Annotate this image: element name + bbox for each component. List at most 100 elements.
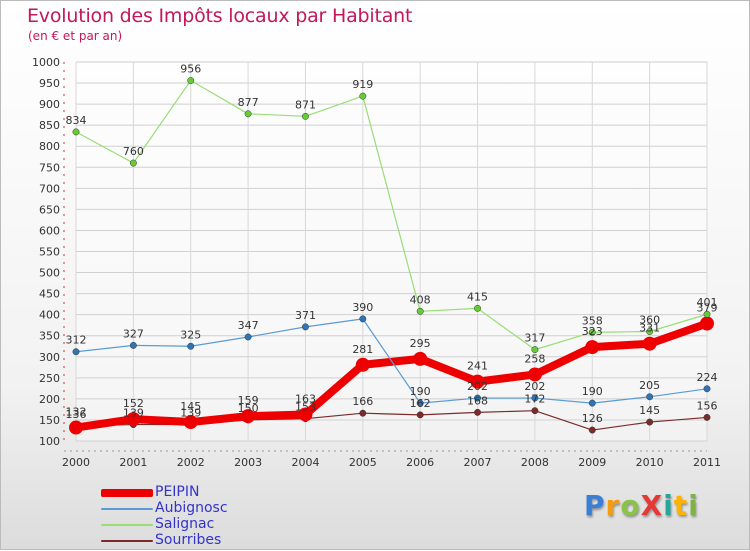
data-label-aubignosc: 190	[582, 385, 603, 398]
y-tick-label: 300	[39, 351, 60, 364]
series-salignac	[72, 77, 711, 354]
legend-label-sourribes: Sourribes	[155, 532, 222, 548]
data-label-peipin: 258	[524, 352, 545, 365]
x-tick-label: 2001	[119, 456, 147, 469]
logo-letter: o	[620, 489, 641, 522]
data-label-peipin: 331	[639, 322, 660, 335]
chart-subtitle: (en € et par an)	[28, 29, 123, 43]
data-point-salignac	[531, 346, 539, 354]
data-label-peipin: 145	[180, 400, 201, 413]
data-label-peipin: 295	[410, 337, 431, 350]
data-point-peipin	[298, 407, 313, 422]
data-label-peipin: 281	[352, 343, 373, 356]
data-point-aubignosc	[703, 385, 711, 393]
data-label-peipin: 163	[295, 392, 316, 405]
legend-swatch-sourribes	[101, 540, 153, 542]
data-label-aubignosc: 312	[66, 334, 87, 347]
y-tick-label: 1000	[32, 56, 60, 69]
data-label-salignac: 358	[582, 314, 603, 327]
data-point-peipin	[183, 415, 198, 430]
data-point-aubignosc	[244, 333, 252, 341]
y-tick-label: 850	[39, 119, 60, 132]
y-tick-label: 750	[39, 161, 60, 174]
y-tick-label: 650	[39, 203, 60, 216]
data-label-aubignosc: 190	[410, 385, 431, 398]
data-label-sourribes: 172	[524, 393, 545, 406]
data-label-salignac: 871	[295, 98, 316, 111]
data-label-aubignosc: 202	[524, 380, 545, 393]
data-label-sourribes: 126	[582, 412, 603, 425]
y-tick-label: 550	[39, 246, 60, 259]
data-point-peipin	[355, 357, 370, 372]
logo-letter: i	[663, 489, 674, 522]
data-label-peipin: 241	[467, 360, 488, 373]
data-label-sourribes: 156	[697, 399, 718, 412]
data-label-sourribes: 162	[410, 397, 431, 410]
data-point-peipin	[69, 420, 83, 435]
data-point-salignac	[302, 112, 309, 120]
data-label-salignac: 956	[180, 63, 201, 76]
data-point-aubignosc	[302, 323, 309, 331]
logo-letter: X	[640, 489, 664, 522]
data-label-salignac: 360	[639, 314, 660, 327]
y-tick-label: 600	[39, 224, 60, 237]
series-line-aubignosc	[75, 318, 708, 404]
data-point-sourribes	[359, 409, 367, 417]
data-point-salignac	[72, 128, 80, 136]
data-label-aubignosc: 327	[123, 327, 144, 340]
data-label-sourribes: 139	[123, 407, 144, 420]
data-label-sourribes: 136	[66, 408, 87, 421]
x-tick-label: 2007	[464, 456, 492, 469]
data-label-peipin: 159	[238, 394, 259, 407]
x-tick-label: 2009	[578, 456, 606, 469]
data-label-peipin: 379	[697, 302, 718, 315]
y-tick-label: 700	[39, 182, 60, 195]
data-point-aubignosc	[531, 394, 539, 402]
data-point-aubignosc	[474, 394, 481, 402]
x-tick-label: 2000	[62, 456, 90, 469]
data-point-sourribes	[588, 426, 596, 434]
x-tick-label: 2011	[693, 456, 721, 469]
y-tick-label: 100	[39, 435, 60, 448]
data-label-peipin: 152	[123, 397, 144, 410]
legend-label-salignac: Salignac	[155, 516, 215, 532]
logo-letter: i	[688, 489, 699, 522]
data-label-sourribes: 150	[238, 402, 259, 415]
logo-letter: P	[584, 489, 606, 522]
data-label-aubignosc: 205	[639, 379, 660, 392]
data-point-salignac	[474, 304, 481, 312]
data-point-salignac	[588, 328, 596, 336]
x-tick-label: 2004	[291, 456, 319, 469]
legend-label-peipin: PEIPIN	[155, 484, 200, 500]
legend-swatch-peipin	[101, 489, 153, 497]
data-point-aubignosc	[416, 399, 424, 407]
logo-letter: t	[673, 489, 689, 522]
y-tick-label: 950	[39, 77, 60, 90]
data-point-sourribes	[703, 413, 711, 421]
data-label-salignac: 760	[123, 145, 144, 158]
series-line-salignac	[75, 79, 708, 351]
data-label-salignac: 401	[697, 296, 718, 309]
proxiti-logo: ProXiti	[584, 489, 699, 522]
data-label-aubignosc: 347	[238, 319, 259, 332]
data-label-aubignosc: 202	[467, 380, 488, 393]
data-label-peipin: 132	[66, 406, 87, 419]
y-tick-label: 500	[39, 267, 60, 280]
logo-letter: r	[605, 489, 621, 522]
y-tick-label: 800	[39, 140, 60, 153]
data-point-salignac	[703, 310, 711, 318]
series-aubignosc	[72, 315, 711, 407]
x-tick-label: 2002	[177, 456, 205, 469]
data-label-salignac: 877	[238, 96, 259, 109]
data-point-peipin	[700, 316, 714, 331]
data-label-salignac: 408	[410, 293, 431, 306]
data-point-sourribes	[531, 407, 539, 415]
data-label-salignac: 317	[524, 332, 545, 345]
data-label-salignac: 834	[66, 114, 87, 127]
data-point-sourribes	[474, 408, 481, 416]
data-label-aubignosc: 224	[697, 371, 718, 384]
data-label-aubignosc: 390	[352, 301, 373, 314]
data-point-aubignosc	[72, 348, 80, 356]
data-point-aubignosc	[187, 342, 195, 350]
